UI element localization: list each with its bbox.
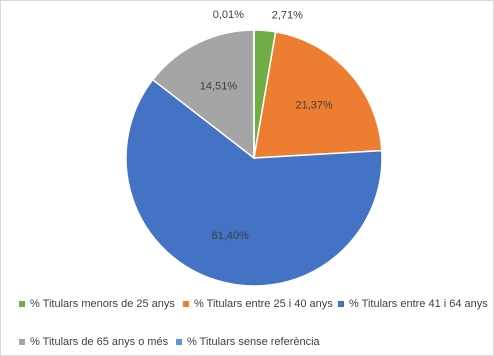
legend-item-25-40: % Titulars entre 25 i 40 anys bbox=[183, 298, 333, 310]
label-no-reference: 0,01% bbox=[213, 9, 244, 21]
legend-label: % Titulars entre 41 i 64 anys bbox=[349, 298, 488, 310]
legend-label: % Titulars de 65 anys o més bbox=[30, 336, 169, 348]
legend-swatch bbox=[183, 301, 189, 307]
legend-swatch bbox=[19, 301, 25, 307]
label-under-25: 2,71% bbox=[272, 9, 303, 21]
slice-65-plus bbox=[151, 29, 255, 160]
label-41-64: 61,40% bbox=[211, 230, 249, 242]
legend-item-65-plus: % Titulars de 65 anys o més bbox=[19, 336, 168, 348]
legend-label: % Titulars entre 25 i 40 anys bbox=[194, 298, 333, 310]
legend-label: % Titulars menors de 25 anys bbox=[30, 298, 175, 310]
legend-swatch bbox=[19, 339, 25, 345]
slice-41-64 bbox=[125, 78, 383, 287]
legend-swatch bbox=[338, 301, 344, 307]
legend-swatch bbox=[176, 339, 182, 345]
legend-label: % Titulars sense referència bbox=[187, 336, 320, 348]
legend-item-under-25: % Titulars menors de 25 anys bbox=[19, 298, 175, 310]
label-25-40: 21,37% bbox=[295, 99, 333, 111]
slice-25-40 bbox=[253, 30, 383, 159]
label-65-plus: 14,51% bbox=[200, 81, 238, 93]
legend-item-41-64: % Titulars entre 41 i 64 anys bbox=[338, 298, 488, 310]
legend-item-no-reference: % Titulars sense referència bbox=[176, 336, 320, 348]
